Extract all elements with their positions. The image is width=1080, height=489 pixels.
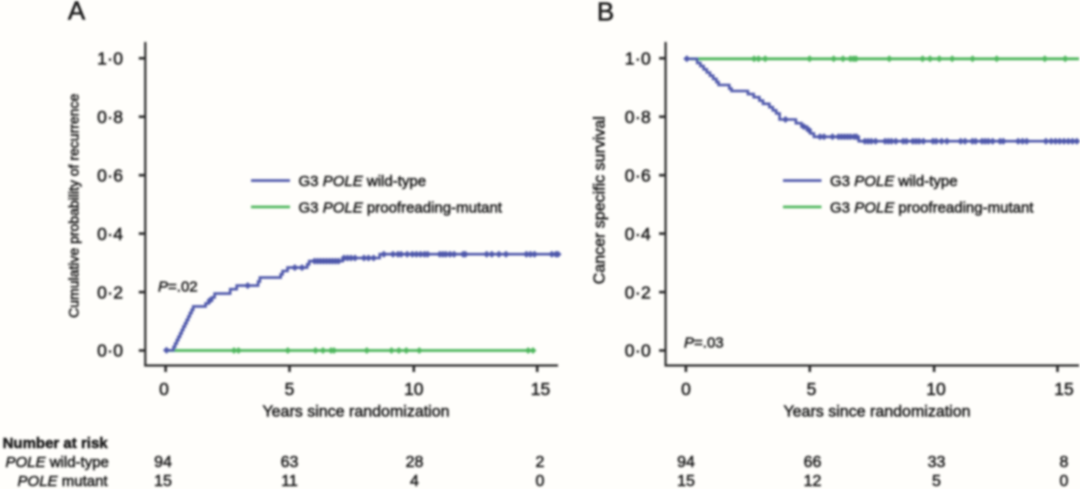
svg-text:0: 0 [681, 379, 691, 399]
svg-text:G3 POLE wild-type: G3 POLE wild-type [299, 173, 427, 190]
svg-text:G3 POLE proofreading-mutant: G3 POLE proofreading-mutant [299, 200, 503, 217]
svg-text:Cumulative probability of recu: Cumulative probability of recurrence [66, 94, 82, 318]
svg-text:B: B [597, 0, 614, 26]
svg-text:P=.03: P=.03 [684, 334, 724, 351]
svg-text:10: 10 [926, 379, 946, 399]
svg-text:0·4: 0·4 [97, 224, 123, 244]
svg-text:94: 94 [154, 454, 172, 471]
svg-text:5: 5 [932, 473, 941, 489]
svg-text:0·8: 0·8 [97, 107, 123, 127]
svg-text:5: 5 [807, 379, 817, 399]
svg-text:0·6: 0·6 [625, 165, 651, 185]
svg-text:Years since randomization: Years since randomization [783, 404, 970, 421]
svg-text:1·0: 1·0 [625, 49, 651, 69]
svg-text:63: 63 [281, 454, 299, 471]
svg-text:Number at risk: Number at risk [3, 435, 109, 452]
svg-text:POLE wild-type: POLE wild-type [6, 454, 109, 471]
svg-text:8: 8 [1060, 454, 1069, 471]
svg-text:11: 11 [281, 473, 298, 489]
svg-text:94: 94 [677, 454, 695, 471]
svg-text:28: 28 [406, 454, 424, 471]
svg-text:P=.02: P=.02 [158, 279, 198, 296]
svg-text:0·4: 0·4 [625, 224, 651, 244]
svg-text:1·0: 1·0 [97, 49, 123, 69]
svg-text:Years since randomization: Years since randomization [262, 404, 449, 421]
svg-text:0: 0 [159, 379, 169, 399]
svg-text:0·6: 0·6 [97, 165, 123, 185]
svg-text:0·8: 0·8 [625, 107, 651, 127]
svg-text:POLE mutant: POLE mutant [18, 473, 109, 489]
svg-text:0·0: 0·0 [97, 341, 123, 361]
svg-text:12: 12 [804, 473, 822, 489]
svg-text:Cancer specific survival: Cancer specific survival [592, 116, 609, 284]
svg-text:0: 0 [536, 473, 545, 489]
svg-text:66: 66 [804, 454, 822, 471]
svg-text:15: 15 [677, 473, 695, 489]
svg-text:4: 4 [410, 473, 419, 489]
svg-text:0: 0 [1060, 473, 1069, 489]
svg-text:0·0: 0·0 [625, 341, 651, 361]
svg-text:G3 POLE wild-type: G3 POLE wild-type [830, 173, 958, 190]
svg-text:10: 10 [404, 379, 424, 399]
svg-text:2: 2 [536, 454, 545, 471]
svg-text:15: 15 [154, 473, 172, 489]
svg-text:5: 5 [285, 379, 295, 399]
svg-text:A: A [68, 0, 86, 26]
svg-text:15: 15 [531, 379, 550, 399]
svg-text:15: 15 [1054, 379, 1073, 399]
svg-text:G3 POLE proofreading-mutant: G3 POLE proofreading-mutant [830, 200, 1034, 217]
svg-text:0·2: 0·2 [625, 282, 651, 302]
svg-text:33: 33 [928, 454, 946, 471]
svg-text:0·2: 0·2 [97, 282, 123, 302]
